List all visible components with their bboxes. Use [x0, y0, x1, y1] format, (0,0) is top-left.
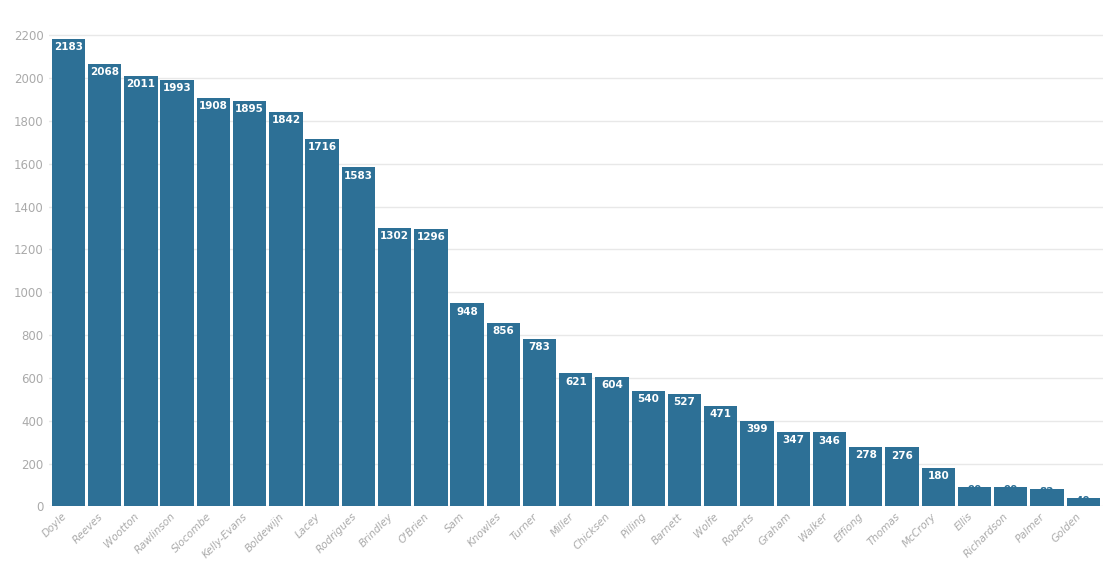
Bar	[233, 100, 266, 506]
Bar	[1067, 498, 1100, 506]
Text: 604: 604	[601, 381, 623, 390]
Bar	[776, 432, 810, 506]
Bar	[704, 406, 737, 506]
Text: 1716: 1716	[307, 142, 336, 152]
Bar	[342, 168, 375, 506]
Text: 1302: 1302	[380, 231, 409, 241]
Bar	[994, 487, 1028, 506]
Text: 40: 40	[1076, 496, 1090, 506]
Bar	[197, 98, 230, 506]
Text: 2068: 2068	[90, 67, 120, 77]
Bar	[813, 432, 847, 506]
Text: 399: 399	[746, 424, 767, 434]
Text: 346: 346	[819, 436, 840, 445]
Bar	[305, 139, 338, 506]
Bar	[487, 323, 521, 506]
Text: 1993: 1993	[163, 83, 191, 93]
Text: 1908: 1908	[199, 101, 228, 111]
Text: 471: 471	[709, 409, 732, 419]
Bar	[741, 421, 774, 506]
Text: 527: 527	[674, 397, 696, 407]
Bar	[922, 468, 955, 506]
Bar	[523, 339, 556, 506]
Bar	[161, 80, 194, 506]
Text: 276: 276	[891, 451, 913, 460]
Text: 621: 621	[565, 377, 586, 387]
Bar	[124, 76, 157, 506]
Bar	[414, 229, 448, 506]
Bar	[957, 487, 991, 506]
Bar	[668, 394, 701, 506]
Text: 1895: 1895	[236, 104, 264, 114]
Bar	[1030, 489, 1063, 506]
Text: 948: 948	[456, 307, 478, 317]
Text: 1296: 1296	[417, 232, 446, 242]
Bar	[560, 374, 592, 506]
Bar	[378, 228, 411, 506]
Text: 82: 82	[1040, 487, 1054, 497]
Bar	[51, 39, 85, 506]
Text: 90: 90	[1003, 486, 1018, 495]
Bar	[849, 447, 882, 506]
Bar	[886, 447, 918, 506]
Text: 1842: 1842	[271, 115, 300, 125]
Bar	[631, 391, 665, 506]
Bar	[269, 112, 303, 506]
Bar	[88, 64, 122, 506]
Text: 783: 783	[528, 342, 551, 352]
Text: 540: 540	[638, 394, 659, 404]
Text: 856: 856	[493, 327, 514, 336]
Text: 347: 347	[782, 435, 804, 445]
Text: 278: 278	[855, 450, 877, 460]
Text: 2183: 2183	[54, 42, 83, 52]
Text: 180: 180	[927, 471, 949, 481]
Bar	[595, 377, 629, 506]
Text: 2011: 2011	[126, 79, 155, 89]
Bar	[450, 304, 484, 506]
Text: 1583: 1583	[344, 170, 373, 181]
Text: 90: 90	[967, 486, 982, 495]
